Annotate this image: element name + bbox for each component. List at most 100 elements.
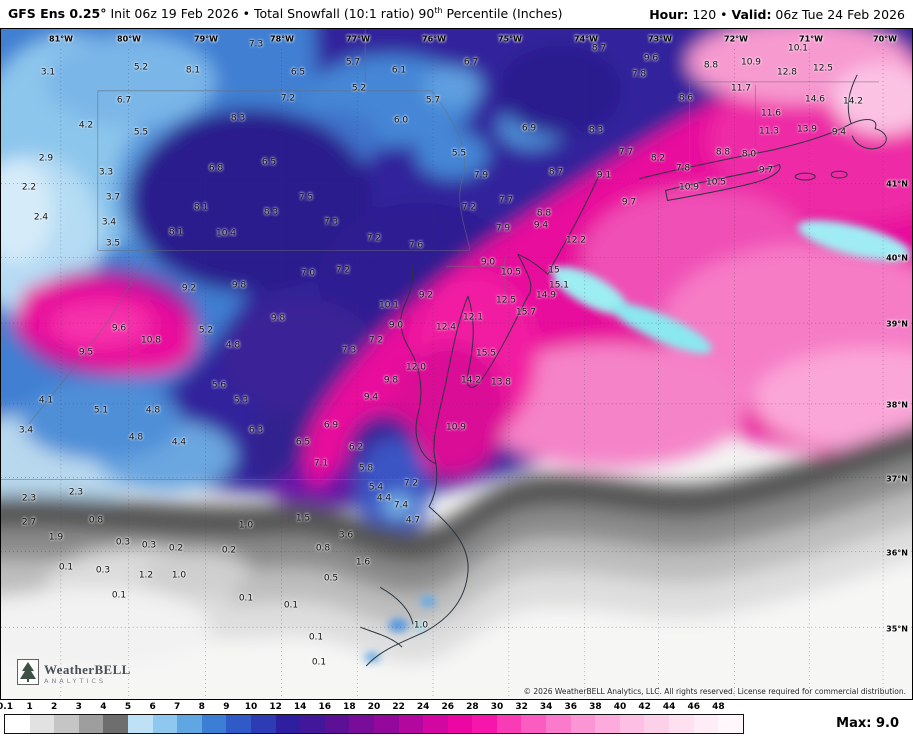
colorbar-cell xyxy=(5,715,30,733)
longitude-label: 70°W xyxy=(873,34,897,44)
snow-value-label: 10.5 xyxy=(500,267,522,278)
snow-value-label: 0.1 xyxy=(58,562,74,573)
snow-value-label: 0.8 xyxy=(315,543,331,554)
colorbar-tick-label: 46 xyxy=(687,702,701,712)
colorbar-tick-label: 6 xyxy=(149,702,156,712)
colorbar-cell xyxy=(250,715,276,733)
colorbar-tick-label: 3 xyxy=(75,702,82,712)
snow-value-label: 9.2 xyxy=(418,290,434,301)
header-valid: Hour: 120 • Valid: 06z Tue 24 Feb 2026 xyxy=(649,7,905,22)
snow-value-label: 9.4 xyxy=(363,392,379,403)
snow-value-label: 5.2 xyxy=(133,62,149,73)
longitude-label: 72°W xyxy=(724,34,748,44)
colorbar-tick-label: 28 xyxy=(466,702,479,712)
colorbar-tick-label: 22 xyxy=(392,702,405,712)
snow-value-label: 5.2 xyxy=(198,325,214,336)
snow-value-label: 1.5 xyxy=(295,513,311,524)
snow-value-label: 8.8 xyxy=(703,60,719,71)
snow-value-label: 8.3 xyxy=(230,113,246,124)
snow-value-label: 9.0 xyxy=(480,257,496,268)
colorbar-cell xyxy=(54,715,79,733)
snow-value-label: 5.4 xyxy=(368,482,384,493)
colorbar-tick-label: 48 xyxy=(712,702,725,712)
colorbar-tick-label: 8 xyxy=(198,702,205,712)
snow-value-label: 4.8 xyxy=(145,405,161,416)
snow-value-label: 2.4 xyxy=(33,212,49,223)
snow-value-label: 0.2 xyxy=(221,545,237,556)
valid-label: Valid: xyxy=(731,6,772,22)
snow-value-label: 14.9 xyxy=(535,290,557,301)
snow-value-label: 10.1 xyxy=(378,300,400,311)
colorbar-cell xyxy=(570,715,596,733)
coastline xyxy=(360,74,887,667)
colorbar-cell xyxy=(521,715,547,733)
snow-value-label: 0.5 xyxy=(323,573,339,584)
snow-value-label: 13.8 xyxy=(490,377,512,388)
colorbar-cell xyxy=(693,715,719,733)
colorbar-cell xyxy=(275,715,301,733)
snow-value-label: 4.4 xyxy=(171,437,187,448)
longitude-label: 71°W xyxy=(799,34,823,44)
snow-value-label: 1.6 xyxy=(355,557,371,568)
snow-value-label: 6.9 xyxy=(521,123,537,134)
valid-value: 06z Tue 24 Feb 2026 xyxy=(771,6,905,22)
longitude-label: 75°W xyxy=(498,34,522,44)
snow-value-label: 15 xyxy=(548,265,560,276)
latitude-label: 35°N xyxy=(886,624,908,634)
hour-label: Hour: xyxy=(649,6,689,22)
snow-value-label: 7.2 xyxy=(335,265,351,276)
map-canvas: 81°W 80°W 79°W 78°W 77°W 76°W 75°W 74°W 73°W 72°W… xyxy=(0,28,913,700)
colorbar-cell xyxy=(152,715,178,733)
colorbar-cell xyxy=(447,715,473,733)
snow-value-label: 14.2 xyxy=(842,96,864,107)
colorbar-tick-label: 32 xyxy=(515,702,528,712)
snow-value-label: 4.7 xyxy=(405,515,421,526)
snow-value-label: 3.5 xyxy=(105,238,121,249)
colorbar-tick-label: 1 xyxy=(26,702,33,712)
snow-value-label: 8.1 xyxy=(185,65,201,76)
snow-value-label: 7.2 xyxy=(461,202,477,213)
snow-value-label: 9.7 xyxy=(758,165,774,176)
model-name: GFS Ens 0.25° xyxy=(8,6,107,22)
snow-value-label: 3.4 xyxy=(101,217,117,228)
longitude-label: 80°W xyxy=(117,34,141,44)
snow-value-label: 9.8 xyxy=(270,313,286,324)
field-detail-art xyxy=(364,220,911,663)
snow-value-label: 5.7 xyxy=(425,95,441,106)
latitude-label: 36°N xyxy=(886,548,908,558)
snow-value-label: 7.3 xyxy=(323,217,339,228)
colorbar-cell xyxy=(324,715,350,733)
latitude-label: 40°N xyxy=(886,253,908,263)
snow-value-label: 8.6 xyxy=(678,93,694,104)
snow-value-label: 0.3 xyxy=(115,537,131,548)
snow-value-label: 8.7 xyxy=(548,167,564,178)
snow-value-label: 6.5 xyxy=(290,67,306,78)
field-art xyxy=(1,29,912,699)
snow-value-label: 8.3 xyxy=(263,207,279,218)
snow-value-label: 8.2 xyxy=(650,153,666,164)
snow-value-label: 8.0 xyxy=(741,149,757,160)
tree-icon xyxy=(17,659,39,689)
snow-value-label: 2.2 xyxy=(21,182,37,193)
snow-value-label: 6.7 xyxy=(116,95,132,106)
max-value: Max: 9.0 xyxy=(836,716,899,731)
legend-section: 0.1 1 2 3 4 5 6 7 8 9 10 12 14 16 18 20 22 24 26 28 30 32 34 36… xyxy=(0,700,913,750)
snow-value-label: 0.1 xyxy=(111,590,127,601)
snow-value-label: 15.7 xyxy=(515,307,537,318)
colorbar-cell xyxy=(78,715,104,733)
snow-value-label: 6.5 xyxy=(295,437,311,448)
snowfall-field xyxy=(1,29,912,699)
snow-value-label: 12.8 xyxy=(776,67,798,78)
colorbar-tick-label: 5 xyxy=(124,702,132,712)
colorbar-tick-label: 10 xyxy=(244,702,258,712)
snow-value-label: 3.4 xyxy=(18,425,34,436)
snow-value-label: 1.0 xyxy=(238,520,254,531)
snow-value-label: 1.0 xyxy=(171,570,187,581)
colorbar-tick-label: 36 xyxy=(564,702,578,712)
colorbar-cell xyxy=(423,715,448,733)
longitude-label: 79°W xyxy=(194,34,218,44)
title-text: Init 06z 19 Feb 2026 • Total Snowfall (1… xyxy=(106,6,435,22)
snow-value-label: 0.3 xyxy=(95,565,111,576)
colorbar-tick-label: 40 xyxy=(613,702,627,712)
colorbar-cell xyxy=(619,715,645,733)
